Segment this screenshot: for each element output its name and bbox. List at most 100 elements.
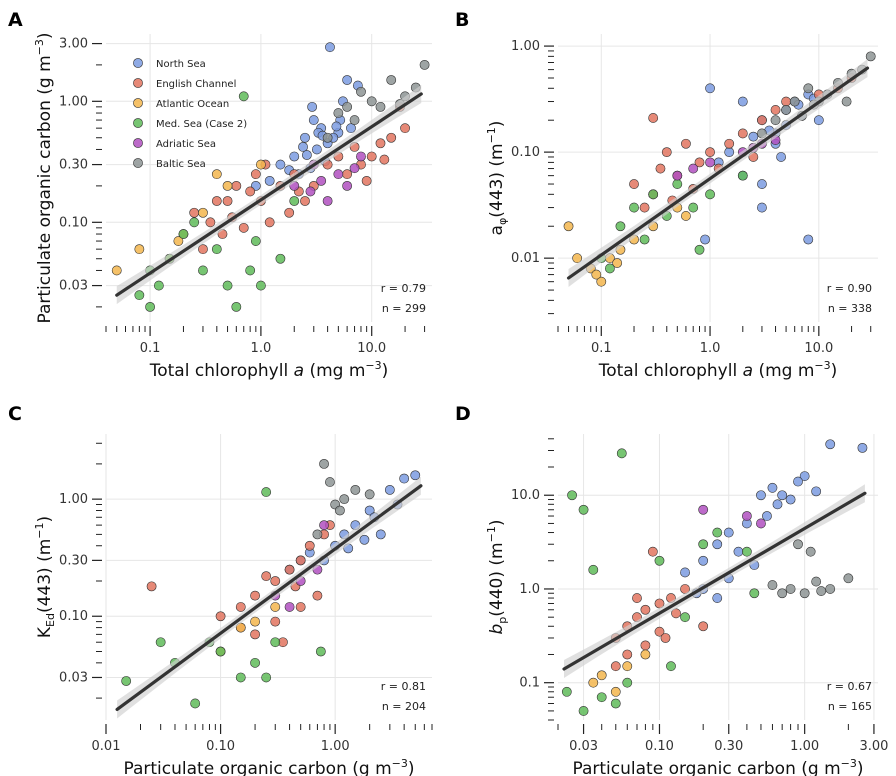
- data-point: [305, 186, 316, 197]
- data-point: [270, 637, 281, 648]
- data-point: [694, 157, 705, 168]
- data-point: [153, 280, 164, 291]
- data-point: [342, 75, 353, 85]
- data-point: [767, 482, 778, 493]
- axis-title-part: φ: [496, 218, 509, 225]
- x-tick-label: 0.01: [92, 739, 121, 754]
- n-value: n = 165: [828, 700, 872, 713]
- data-point: [399, 473, 410, 484]
- x-axis-title: Total chlorophyll a (mg m−3): [598, 359, 838, 381]
- legend: North Sea English Channel Atlantic Ocean Me…: [133, 58, 247, 170]
- data-point: [146, 581, 157, 592]
- data-point: [250, 629, 260, 640]
- data-point: [803, 83, 814, 94]
- data-point: [816, 586, 827, 596]
- data-point: [781, 105, 791, 115]
- x-axis-title: Particulate organic carbon (g m−3): [124, 757, 415, 776]
- data-point: [588, 564, 599, 575]
- data-point: [724, 147, 735, 158]
- data-point: [655, 163, 666, 174]
- data-point: [289, 196, 300, 206]
- x-tick-label: 1.00: [321, 739, 350, 754]
- data-point: [300, 196, 310, 206]
- data-point: [379, 154, 390, 165]
- y-tick-label: 0.1: [519, 676, 540, 691]
- data-point: [843, 573, 854, 584]
- panel-B: B 0.1 1.0 10.0 0.01 0.10 1.00 Total chlorophyll…: [455, 9, 878, 381]
- data-point: [671, 608, 681, 619]
- x-axis-title: Total chlorophyll a (mg m−3): [149, 359, 389, 381]
- data-point: [688, 163, 699, 174]
- data-point: [737, 96, 748, 107]
- data-point: [178, 229, 189, 239]
- data-point: [312, 590, 323, 601]
- data-point: [825, 584, 836, 594]
- data-point: [308, 115, 319, 125]
- axis-title-part: (m: [487, 542, 507, 565]
- data-point: [284, 564, 295, 575]
- axis-title-part: K: [35, 626, 55, 638]
- axis-title-part: (g m: [35, 55, 55, 94]
- data-point: [419, 59, 430, 70]
- data-point: [350, 484, 361, 495]
- data-point: [375, 529, 386, 540]
- data-point: [770, 115, 781, 126]
- data-point: [270, 576, 281, 586]
- data-point: [250, 236, 261, 246]
- n-value: n = 204: [382, 700, 426, 713]
- data-point: [198, 207, 208, 218]
- panel-letter: A: [8, 9, 23, 31]
- legend-marker: [133, 58, 143, 68]
- data-point: [767, 580, 778, 590]
- data-point: [680, 612, 690, 623]
- data-point: [748, 131, 759, 142]
- data-point: [811, 576, 822, 587]
- data-point: [319, 458, 329, 469]
- data-point: [616, 448, 627, 459]
- legend-label: Atlantic Ocean: [156, 99, 229, 110]
- axis-title-part: (440): [487, 566, 507, 617]
- data-point: [799, 588, 810, 599]
- regression-line: [562, 491, 867, 671]
- data-point: [781, 96, 791, 107]
- axis-title-part: (g m: [352, 759, 391, 776]
- data-point: [672, 170, 683, 181]
- data-point: [762, 511, 772, 521]
- data-point: [660, 633, 671, 643]
- data-point: [316, 175, 327, 186]
- x-tick-label: 10.0: [357, 341, 386, 356]
- axis-title-part: −3: [392, 757, 408, 770]
- data-point: [612, 258, 623, 268]
- x-tick-label: 0.10: [206, 739, 235, 754]
- data-point: [561, 686, 572, 697]
- data-point: [629, 179, 639, 189]
- axis-title-part: p: [496, 617, 509, 624]
- data-point: [275, 159, 286, 170]
- data-point: [384, 484, 395, 495]
- data-point: [356, 151, 366, 162]
- data-point: [222, 196, 233, 206]
- data-point: [813, 115, 824, 126]
- data-point: [785, 584, 796, 594]
- x-tick-label: 1.0: [700, 341, 721, 356]
- regression-line: [115, 92, 423, 297]
- data-point: [315, 646, 326, 657]
- data-point: [366, 96, 377, 107]
- data-point: [640, 649, 651, 660]
- data-point: [364, 505, 375, 516]
- n-value: n = 338: [828, 302, 872, 315]
- data-point: [284, 207, 295, 218]
- data-point: [757, 179, 767, 189]
- axis-title-part: −1: [33, 523, 46, 539]
- data-point: [342, 180, 353, 191]
- data-point: [749, 588, 760, 599]
- data-point: [737, 170, 748, 181]
- data-point: [346, 123, 356, 134]
- axis-title-part: Ed: [44, 613, 57, 627]
- legend-label: Adriatic Sea: [156, 139, 216, 150]
- data-point: [700, 234, 710, 245]
- data-point: [741, 546, 752, 557]
- data-point: [647, 546, 658, 557]
- axis-title-part: −3: [33, 39, 46, 55]
- data-point: [698, 555, 709, 566]
